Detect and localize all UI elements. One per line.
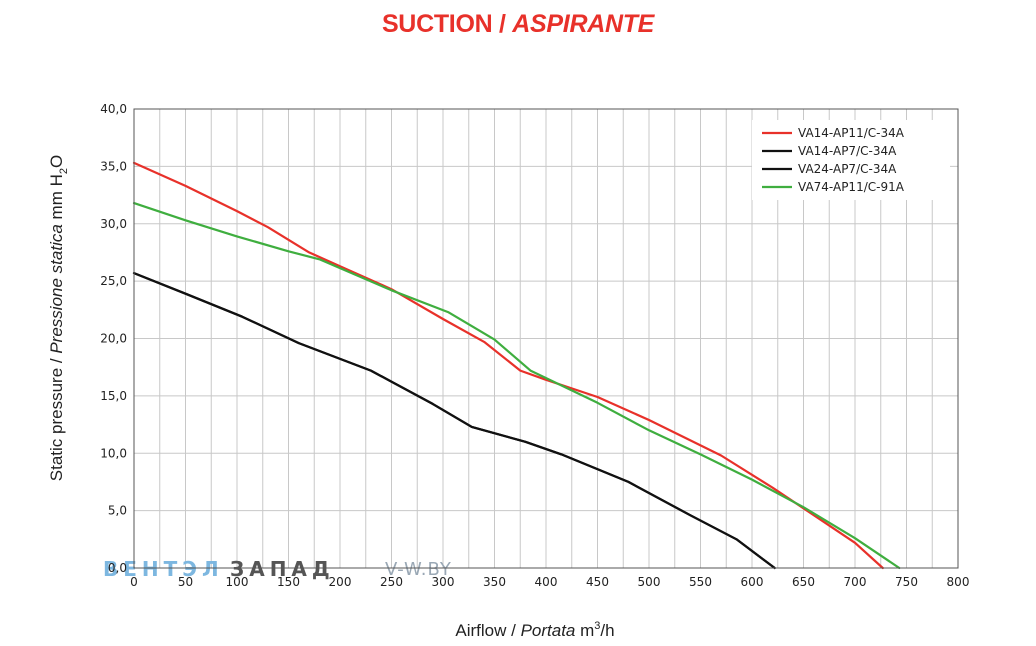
y-tick-label: 20,0	[100, 332, 127, 346]
x-tick-label: 550	[689, 575, 712, 589]
plot-frame	[133, 108, 959, 569]
x-label-tail: /h	[600, 621, 614, 640]
grid	[134, 109, 958, 568]
y-tick-label: 40,0	[100, 102, 127, 116]
watermark-part1: ВЕНТЭЛ	[103, 557, 224, 581]
y-label-unit: mm H	[47, 174, 66, 219]
y-tick-labels: 0,0 5,0 10,0 15,0 20,0 25,0 30,0 35,0 40,0	[100, 102, 127, 575]
x-tick-label: 500	[638, 575, 661, 589]
series-line-1	[132, 161, 884, 570]
y-axis-label: Static pressure / Pressione statica mm H…	[47, 155, 70, 481]
x-tick-label: 100	[226, 575, 249, 589]
x-tick-label: 600	[741, 575, 764, 589]
x-tick-label: 150	[277, 575, 300, 589]
x-tick-label: 250	[380, 575, 403, 589]
chart-title: SUCTION / ASPIRANTE	[0, 10, 1036, 39]
watermark: ВЕНТЭЛ ЗАПАД V-W.BY	[103, 557, 452, 581]
x-tick-label: 200	[329, 575, 352, 589]
legend: VA14-AP11/C-34A VA14-AP7/C-34A VA24-AP7/C-…	[752, 120, 950, 200]
legend-label-1: VA14-AP11/C-34A	[798, 126, 905, 140]
x-tick-label: 400	[535, 575, 558, 589]
legend-label-4: VA74-AP11/C-91A	[798, 180, 905, 194]
x-tick-label: 300	[432, 575, 455, 589]
y-label-sub: 2	[58, 168, 70, 174]
x-tick-labels: 0 50 100 150 200 250 300 350 400 450 500 550 600 650 7…	[130, 575, 969, 589]
x-tick-label: 650	[792, 575, 815, 589]
legend-label-2: VA14-AP7/C-34A	[798, 144, 897, 158]
x-label-italic: Portata	[521, 621, 576, 640]
x-label-sup: 3	[594, 620, 600, 632]
series-line-4	[132, 202, 901, 570]
x-tick-label: 750	[895, 575, 918, 589]
title-italic: ASPIRANTE	[512, 10, 655, 38]
watermark-part2: ЗАПАД	[230, 557, 335, 581]
y-tick-label: 0,0	[108, 561, 127, 575]
y-label-normal: Static pressure	[47, 368, 66, 481]
x-tick-label: 700	[844, 575, 867, 589]
y-tick-label: 30,0	[100, 217, 127, 231]
x-tick-label: 0	[130, 575, 138, 589]
series-line-2	[132, 272, 776, 570]
y-tick-label: 5,0	[108, 504, 127, 518]
title-main: SUCTION /	[381, 10, 506, 38]
y-tick-label: 25,0	[100, 274, 127, 288]
x-axis-label: Airflow / Portata m3/h	[455, 620, 614, 640]
watermark-part3: V-W.BY	[385, 559, 452, 580]
series-group	[132, 161, 901, 570]
legend-label-3: VA24-AP7/C-34A	[798, 162, 897, 176]
y-label-tail: O	[47, 155, 66, 168]
series-line-3	[132, 272, 776, 570]
x-tick-label: 450	[586, 575, 609, 589]
x-tick-label: 800	[947, 575, 970, 589]
x-tick-label: 50	[178, 575, 193, 589]
x-label-normal: Airflow	[455, 621, 507, 640]
y-tick-label: 35,0	[100, 159, 127, 173]
y-tick-label: 10,0	[100, 446, 127, 460]
y-tick-label: 15,0	[100, 389, 127, 403]
x-label-unit: m	[580, 621, 594, 640]
x-tick-label: 350	[483, 575, 506, 589]
y-label-italic: Pressione statica	[47, 224, 66, 353]
